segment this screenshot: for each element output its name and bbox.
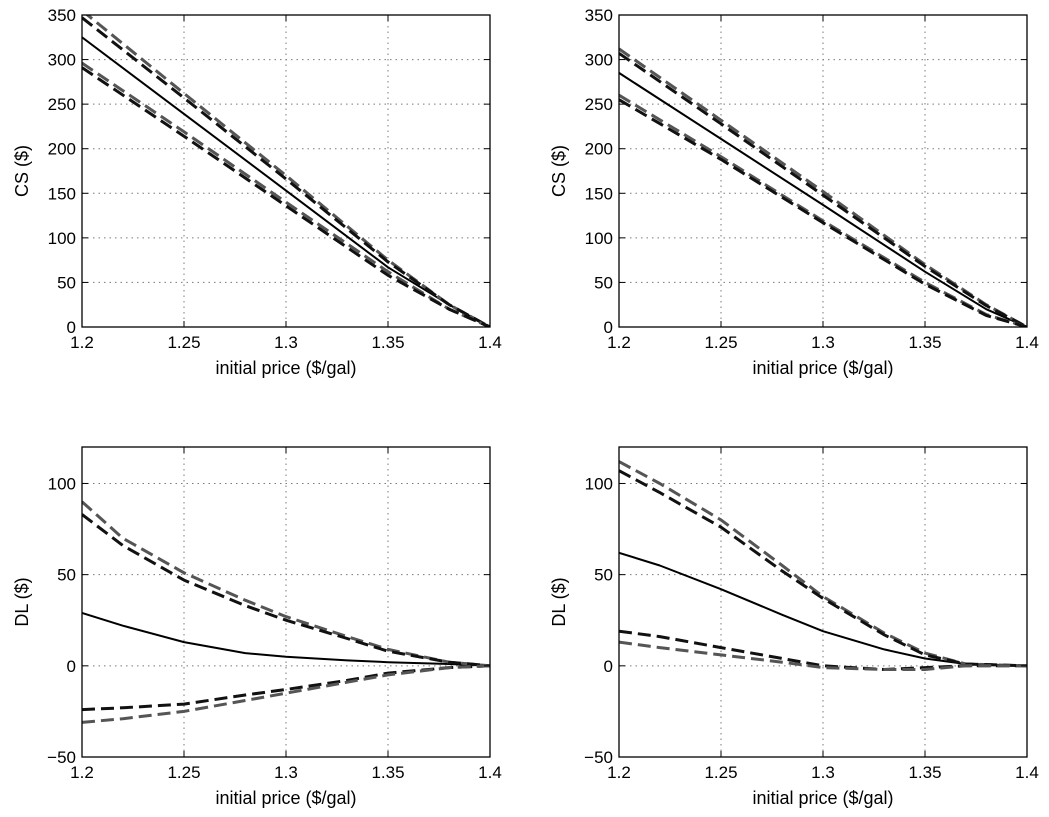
series-line-3 — [619, 469, 1027, 668]
y-tick-label: 150 — [48, 184, 76, 203]
y-tick-label: 50 — [594, 566, 613, 585]
y-tick-label: 350 — [585, 6, 613, 25]
y-axis-label: DL ($) — [549, 577, 569, 626]
x-tick-label: 1.4 — [1015, 763, 1039, 782]
y-axis-label: CS ($) — [549, 145, 569, 197]
x-tick-label: 1.2 — [70, 333, 94, 352]
series-line-5 — [82, 66, 490, 327]
x-tick-label: 1.3 — [274, 763, 298, 782]
series-line-5 — [82, 664, 490, 724]
x-tick-label: 1.4 — [478, 333, 502, 352]
series-line-4 — [82, 664, 490, 712]
x-tick-label: 1.3 — [811, 763, 835, 782]
x-tick-label: 1.2 — [607, 763, 631, 782]
x-tick-label: 1.25 — [704, 763, 737, 782]
y-tick-label: 150 — [585, 184, 613, 203]
x-tick-label: 1.25 — [167, 333, 200, 352]
chart-panel-4: 1.2 1.25 1.3 1.35 1.4 −50 0 50 100 initial price … — [549, 446, 1039, 808]
x-tick-label: 1.3 — [274, 333, 298, 352]
y-tick-label: 300 — [585, 51, 613, 70]
x-tick-label: 1.2 — [607, 333, 631, 352]
y-tick-label: 200 — [585, 140, 613, 159]
x-tick-label: 1.35 — [908, 763, 941, 782]
y-tick-label: 0 — [67, 657, 76, 676]
y-tick-label: 0 — [604, 318, 613, 337]
y-tick-label: 350 — [48, 6, 76, 25]
y-tick-label: −50 — [47, 748, 76, 767]
series-line-3 — [619, 52, 1027, 327]
chart-panel-3: 1.2 1.25 1.3 1.35 1.4 −50 0 50 100 initial price … — [12, 446, 502, 808]
x-tick-label: 1.3 — [811, 333, 835, 352]
series-line-2 — [619, 47, 1027, 327]
series-line-2 — [82, 500, 490, 668]
series-line-3 — [82, 513, 490, 668]
x-axis-label: initial price ($/gal) — [215, 788, 356, 808]
series-line-3 — [82, 16, 490, 327]
series-line-5 — [619, 98, 1027, 327]
x-tick-label: 1.25 — [167, 763, 200, 782]
x-tick-label: 1.4 — [478, 763, 502, 782]
chart-panel-1: 1.2 1.25 1.3 1.35 1.4 0 50 100 150 200 250 300 350 in… — [12, 6, 502, 378]
x-axis-label: initial price ($/gal) — [215, 358, 356, 378]
y-tick-label: −50 — [584, 748, 613, 767]
y-tick-label: 50 — [594, 273, 613, 292]
y-tick-label: 200 — [48, 140, 76, 159]
y-tick-label: 50 — [57, 273, 76, 292]
x-tick-label: 1.25 — [704, 333, 737, 352]
y-tick-label: 250 — [585, 95, 613, 114]
x-tick-label: 1.2 — [70, 763, 94, 782]
y-axis-label: DL ($) — [12, 577, 32, 626]
y-tick-label: 100 — [585, 474, 613, 493]
x-tick-label: 1.35 — [371, 333, 404, 352]
series-line-1 — [619, 72, 1027, 327]
x-axis-label: initial price ($/gal) — [752, 358, 893, 378]
series-line-4 — [82, 61, 490, 327]
x-axis-label: initial price ($/gal) — [752, 788, 893, 808]
x-tick-label: 1.4 — [1015, 333, 1039, 352]
series-line-2 — [85, 15, 490, 327]
x-tick-label: 1.35 — [371, 763, 404, 782]
series-line-1 — [82, 36, 490, 327]
y-tick-label: 100 — [48, 474, 76, 493]
series-line-4 — [619, 629, 1027, 671]
y-tick-label: 100 — [48, 229, 76, 248]
y-tick-label: 300 — [48, 51, 76, 70]
y-tick-label: 0 — [604, 657, 613, 676]
x-tick-label: 1.35 — [908, 333, 941, 352]
chart-panel-2: 1.2 1.25 1.3 1.35 1.4 0 50 100 150 200 250 300 350 in… — [549, 6, 1039, 378]
y-tick-label: 100 — [585, 229, 613, 248]
y-tick-label: 50 — [57, 566, 76, 585]
y-tick-label: 0 — [67, 318, 76, 337]
y-axis-label: CS ($) — [12, 145, 32, 197]
series-line-1 — [82, 611, 490, 667]
y-tick-label: 250 — [48, 95, 76, 114]
series-line-4 — [619, 93, 1027, 327]
series-line-5 — [619, 640, 1027, 671]
